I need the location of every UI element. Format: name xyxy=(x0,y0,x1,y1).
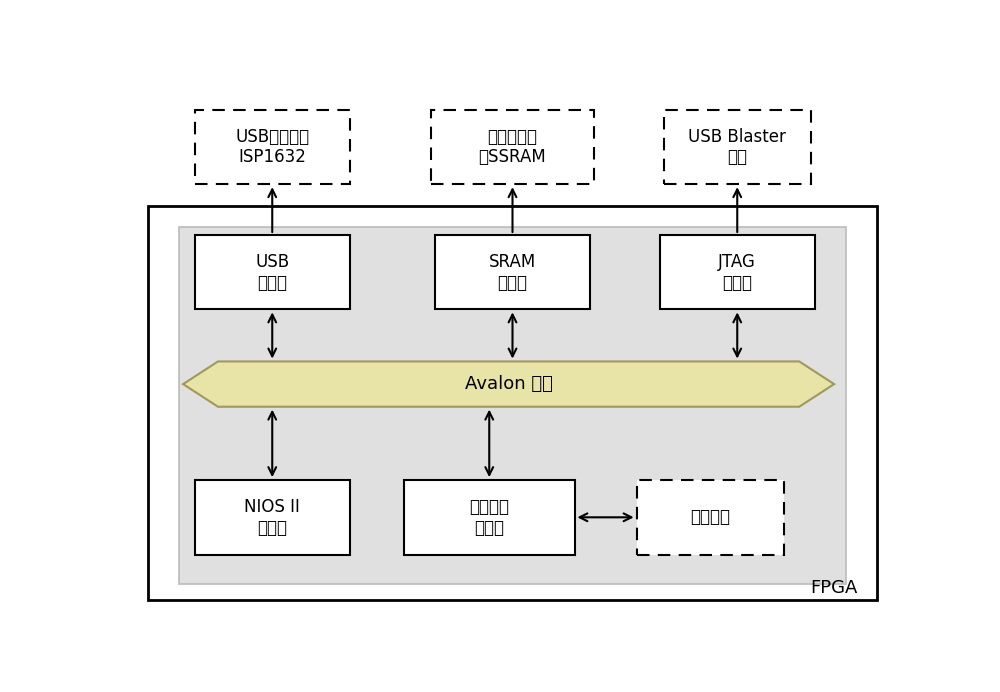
Text: SRAM
控制器: SRAM 控制器 xyxy=(489,253,536,291)
Text: NIOS II
处理器: NIOS II 处理器 xyxy=(244,498,300,537)
Bar xyxy=(435,235,590,309)
Text: FPGA: FPGA xyxy=(810,579,857,597)
Text: 静态存储芯
片SSRAM: 静态存储芯 片SSRAM xyxy=(479,127,546,166)
Bar xyxy=(179,227,846,584)
Bar xyxy=(664,109,811,184)
Text: USB控制芯片
ISP1632: USB控制芯片 ISP1632 xyxy=(235,127,309,166)
Text: 实验模块
控制器: 实验模块 控制器 xyxy=(469,498,509,537)
Bar xyxy=(195,235,350,309)
Bar xyxy=(148,206,877,600)
Text: USB Blaster
接口: USB Blaster 接口 xyxy=(688,127,786,166)
Text: Avalon 总线: Avalon 总线 xyxy=(465,375,553,393)
Bar xyxy=(404,480,574,554)
Bar xyxy=(195,480,350,554)
Text: 实验模块: 实验模块 xyxy=(690,509,730,527)
Text: JTAG
控制器: JTAG 控制器 xyxy=(718,253,756,291)
Bar xyxy=(637,480,784,554)
Polygon shape xyxy=(183,361,834,407)
Text: USB
控制器: USB 控制器 xyxy=(255,253,289,291)
Bar xyxy=(660,235,815,309)
Bar xyxy=(195,109,350,184)
Bar xyxy=(431,109,594,184)
